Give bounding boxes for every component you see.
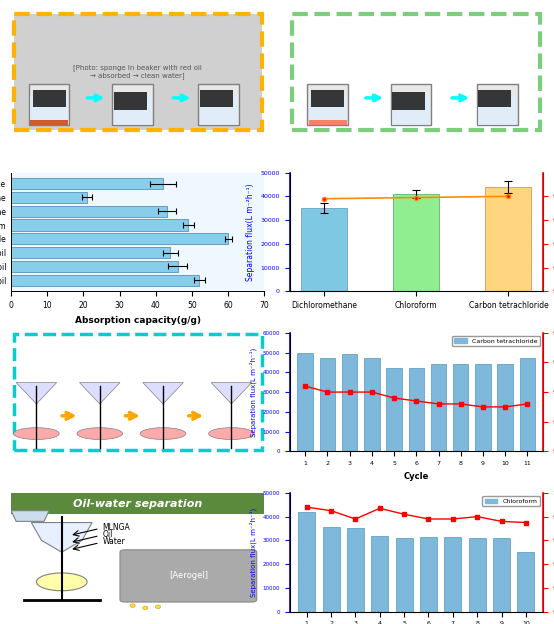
Text: Water: Water: [102, 537, 125, 546]
Ellipse shape: [140, 427, 186, 439]
Bar: [396, 538, 413, 612]
Bar: [11, 247, 170, 258]
Text: Oil: Oil: [102, 530, 112, 539]
Bar: [320, 358, 335, 451]
Polygon shape: [32, 522, 92, 552]
Bar: [33, 90, 65, 107]
Bar: [393, 194, 439, 291]
Ellipse shape: [37, 573, 87, 591]
Bar: [408, 368, 424, 451]
Bar: [520, 358, 535, 451]
Text: [Photo: sponge in beaker with red oil
→ absorbed → clean water]: [Photo: sponge in beaker with red oil → …: [73, 64, 202, 79]
Bar: [114, 95, 152, 125]
Bar: [475, 364, 491, 451]
Bar: [29, 84, 69, 125]
Bar: [386, 368, 402, 451]
Polygon shape: [79, 383, 120, 404]
Ellipse shape: [130, 604, 135, 607]
Bar: [11, 493, 264, 514]
Bar: [517, 552, 535, 612]
Ellipse shape: [77, 427, 122, 439]
Bar: [30, 95, 68, 125]
Bar: [420, 537, 437, 612]
Legend: Chloroform: Chloroform: [483, 496, 540, 507]
Bar: [309, 120, 347, 125]
Bar: [11, 206, 167, 217]
Bar: [391, 84, 432, 125]
Bar: [371, 535, 388, 612]
Y-axis label: Separation flux(L m⁻²h⁻¹): Separation flux(L m⁻²h⁻¹): [249, 348, 257, 437]
Bar: [200, 90, 233, 107]
Ellipse shape: [209, 427, 254, 439]
Bar: [11, 178, 163, 189]
Bar: [477, 84, 517, 125]
Legend: Carbon tetrachloride: Carbon tetrachloride: [452, 336, 540, 346]
Bar: [200, 95, 238, 125]
Bar: [392, 92, 425, 110]
Bar: [392, 95, 430, 125]
Bar: [430, 364, 447, 451]
Polygon shape: [16, 383, 57, 404]
Bar: [478, 90, 511, 107]
Polygon shape: [143, 383, 183, 404]
X-axis label: Absorption capacity(g/g): Absorption capacity(g/g): [75, 316, 201, 324]
Bar: [322, 527, 340, 612]
Bar: [114, 92, 147, 110]
Bar: [11, 233, 228, 245]
Bar: [112, 84, 153, 125]
Bar: [469, 538, 486, 612]
Text: MLNGA: MLNGA: [102, 523, 130, 532]
Text: Oil-water separation: Oil-water separation: [73, 499, 202, 509]
Bar: [11, 261, 177, 272]
Bar: [11, 220, 188, 230]
Bar: [347, 529, 364, 612]
Text: [Aerogel]: [Aerogel]: [169, 572, 208, 580]
Bar: [342, 354, 357, 451]
Polygon shape: [11, 510, 49, 522]
Bar: [307, 84, 348, 125]
Bar: [311, 90, 344, 107]
Bar: [30, 120, 68, 125]
X-axis label: Cycle: Cycle: [404, 472, 429, 480]
Ellipse shape: [14, 427, 59, 439]
Y-axis label: Separation flux(L m⁻²h⁻¹): Separation flux(L m⁻²h⁻¹): [246, 183, 255, 281]
Bar: [309, 95, 347, 125]
Bar: [11, 192, 87, 203]
Bar: [493, 538, 510, 612]
Bar: [11, 275, 199, 286]
Bar: [453, 364, 469, 451]
FancyBboxPatch shape: [14, 14, 262, 130]
Bar: [298, 512, 315, 612]
Ellipse shape: [156, 605, 161, 608]
Bar: [364, 358, 379, 451]
Y-axis label: Separation flux(L m⁻²h⁻¹): Separation flux(L m⁻²h⁻¹): [249, 507, 257, 597]
Ellipse shape: [143, 606, 148, 610]
Bar: [485, 187, 531, 291]
Bar: [478, 95, 516, 125]
FancyBboxPatch shape: [120, 550, 257, 602]
Bar: [301, 208, 347, 291]
Bar: [198, 84, 239, 125]
Polygon shape: [211, 383, 252, 404]
Bar: [497, 364, 513, 451]
Bar: [297, 353, 313, 451]
Bar: [444, 537, 461, 612]
